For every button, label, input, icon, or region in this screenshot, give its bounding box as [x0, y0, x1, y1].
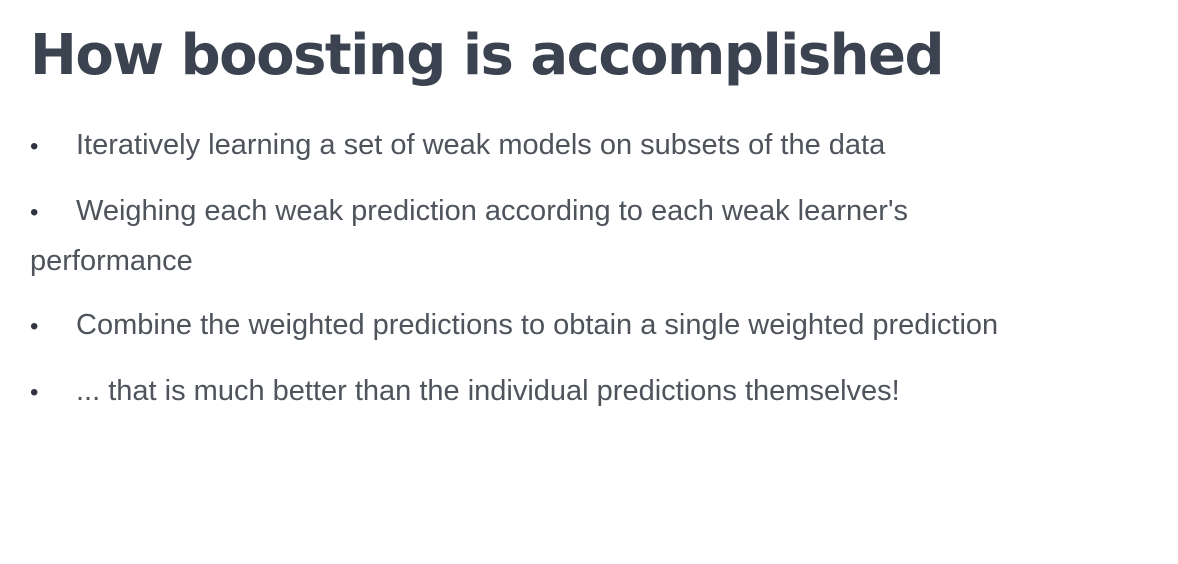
bullet-item: • Weighing each weak prediction according… [30, 187, 1030, 285]
bullet-text: Combine the weighted predictions to obta… [76, 309, 999, 341]
bullet-text: ... that is much better than the individ… [76, 375, 900, 407]
bullet-icon: • [30, 379, 39, 406]
bullet-list: • Iteratively learning a set of weak mode… [30, 121, 1030, 433]
bullet-text: Weighing each weak prediction according … [30, 195, 908, 277]
bullet-text: Iteratively learning a set of weak model… [76, 129, 886, 161]
bullet-icon: • [30, 133, 39, 160]
bullet-item: • ... that is much better than the indivi… [30, 367, 1030, 417]
bullet-item: • Iteratively learning a set of weak mode… [30, 121, 1030, 171]
bullet-item: • Combine the weighted predictions to obt… [30, 301, 1030, 351]
bullet-icon: • [30, 199, 39, 226]
bullet-icon: • [30, 313, 39, 340]
slide-title: How boosting is accomplished [30, 23, 945, 88]
